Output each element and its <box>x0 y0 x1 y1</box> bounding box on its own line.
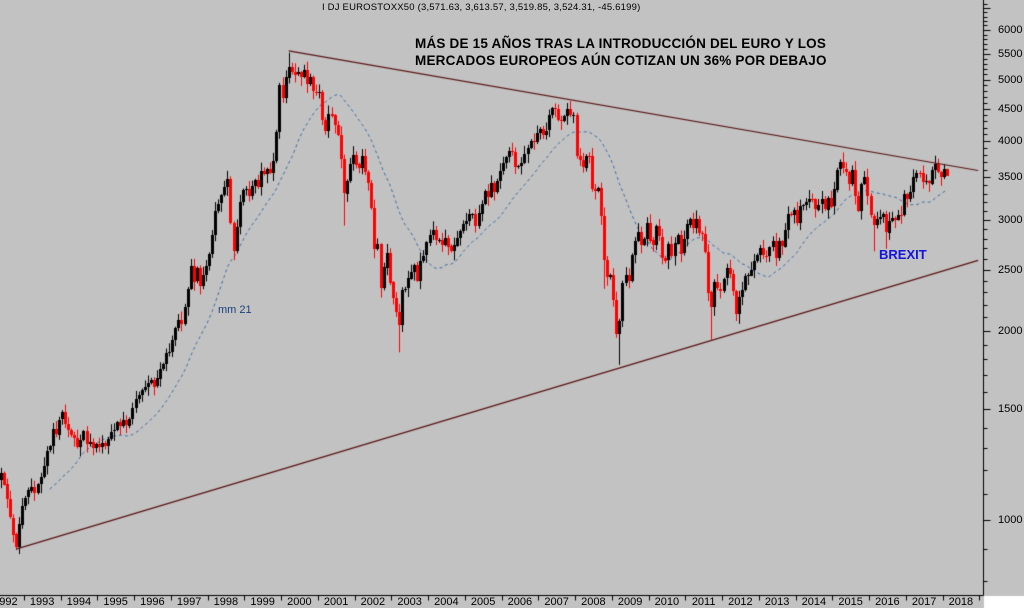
y-axis-tick-label: 2000 <box>998 324 1023 337</box>
x-axis-tick-label: 1992 <box>0 596 18 608</box>
x-axis-tick-label: 1998 <box>213 596 239 608</box>
x-axis-tick-label: 2001 <box>323 596 349 608</box>
x-axis-tick-label: 1995 <box>103 596 128 608</box>
y-axis-tick-label: 5500 <box>998 47 1023 60</box>
y-axis-tick-label: 1500 <box>998 403 1023 416</box>
y-axis-tick-label: 2500 <box>998 263 1023 276</box>
x-axis-tick-label: 2018 <box>948 596 974 608</box>
x-axis-tick-label: 2008 <box>581 596 606 608</box>
x-axis-tick-label: 2013 <box>764 596 790 608</box>
headline-line-2: MERCADOS EUROPEOS AÚN COTIZAN UN 36% POR… <box>415 53 827 68</box>
y-axis-tick-label: 4000 <box>998 134 1023 147</box>
y-axis-tick-label: 4500 <box>998 102 1023 115</box>
x-axis-tick-label: 2015 <box>838 596 863 608</box>
y-axis-tick-label: 5000 <box>998 73 1023 86</box>
x-axis-tick-label: 2006 <box>507 596 533 608</box>
chart-title: I DJ EUROSTOXX50 (3,571.63, 3,613.57, 3,… <box>322 2 641 13</box>
x-axis-tick-label: 1997 <box>176 596 202 608</box>
x-axis-tick-label: 2017 <box>911 596 937 608</box>
x-axis-tick-label: 1999 <box>250 596 275 608</box>
y-axis-tick-label: 1000 <box>998 514 1023 527</box>
x-axis-tick-label: 2007 <box>544 596 569 608</box>
x-axis-tick-label: 2002 <box>360 596 386 608</box>
x-axis-tick-label: 2005 <box>470 596 496 608</box>
x-axis-tick-label: 2004 <box>434 596 459 608</box>
x-axis-tick-label: 1993 <box>29 596 55 608</box>
x-axis-tick-label: 2011 <box>691 596 716 608</box>
y-axis-tick-label: 3000 <box>998 213 1023 226</box>
moving-average-label: mm 21 <box>218 304 252 316</box>
x-axis-tick-label: 2009 <box>617 596 643 608</box>
x-axis-tick-label: 1996 <box>140 596 165 608</box>
x-axis-tick-label: 2014 <box>801 596 827 608</box>
x-axis-tick-label: 1994 <box>66 596 92 608</box>
x-axis-tick-label: 2000 <box>287 596 312 608</box>
headline-line-1: MÁS DE 15 AÑOS TRAS LA INTRODUCCIÓN DEL … <box>415 36 827 51</box>
brexit-annotation: BREXIT <box>879 247 927 262</box>
y-axis-tick-label: 3500 <box>998 171 1023 184</box>
x-axis-tick-label: 2016 <box>875 596 900 608</box>
x-axis-tick-label: 2010 <box>654 596 680 608</box>
x-axis-tick-label: 2003 <box>397 596 422 608</box>
y-axis-tick-label: 6000 <box>998 23 1023 36</box>
headline-annotation: MÁS DE 15 AÑOS TRAS LA INTRODUCCIÓN DEL … <box>415 35 827 69</box>
x-axis-tick-label: 2012 <box>728 596 753 608</box>
